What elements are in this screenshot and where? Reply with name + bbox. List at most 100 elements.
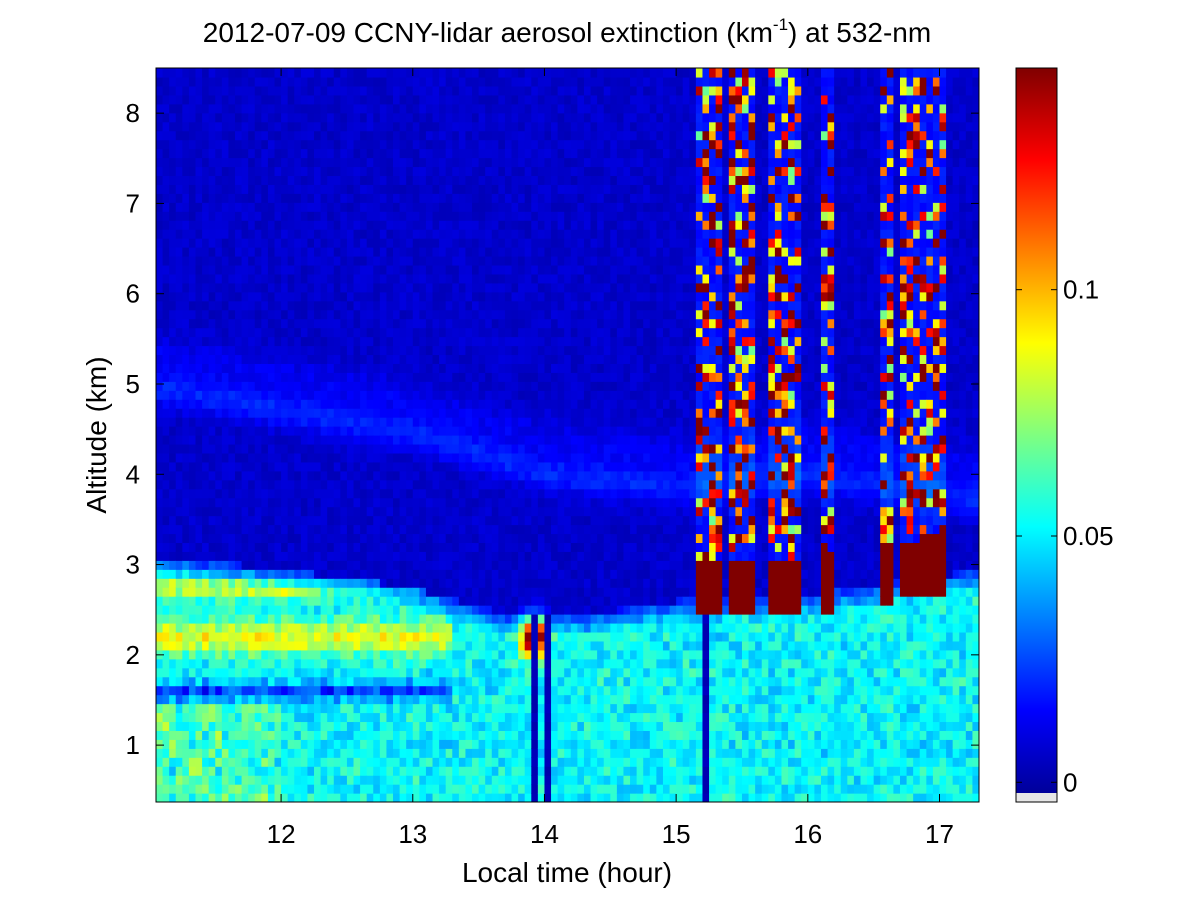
heatmap-cell <box>432 157 440 168</box>
heatmap-cell <box>267 452 276 463</box>
heatmap-cell <box>267 417 276 427</box>
heatmap-cell <box>175 506 183 517</box>
heatmap-cell <box>445 578 453 588</box>
heatmap-cell <box>472 506 480 517</box>
heatmap-cell <box>294 560 302 570</box>
heatmap-cell <box>412 614 420 624</box>
heatmap-cell <box>439 121 447 132</box>
heatmap-cell <box>281 488 289 499</box>
heatmap-cell <box>281 578 289 588</box>
heatmap-cell <box>208 524 216 535</box>
heatmap-cell <box>360 336 368 347</box>
heatmap-cell <box>162 309 170 320</box>
heatmap-cell <box>235 784 243 794</box>
heatmap-cell <box>419 649 427 660</box>
heatmap-cell <box>445 282 453 293</box>
heatmap-cell <box>241 94 249 105</box>
heatmap-cell <box>478 793 486 802</box>
heatmap-cell <box>235 300 243 311</box>
heatmap-cell <box>432 112 440 123</box>
heatmap-cell <box>524 533 532 544</box>
heatmap-cell <box>373 614 381 624</box>
heatmap-cell <box>248 560 256 570</box>
heatmap-cell <box>300 488 309 499</box>
heatmap-cell <box>393 372 401 382</box>
heatmap-cell <box>254 291 262 302</box>
heatmap-cell <box>169 85 177 96</box>
heatmap-cell <box>386 417 394 427</box>
heatmap-cell <box>498 94 506 105</box>
heatmap-cell <box>531 130 539 141</box>
heatmap-cell <box>346 488 355 499</box>
heatmap-cell <box>287 587 295 597</box>
heatmap-cell <box>478 175 486 185</box>
heatmap-cell <box>188 184 197 194</box>
heatmap-cell <box>465 614 473 624</box>
heatmap-cell <box>511 775 519 785</box>
heatmap-cell <box>465 622 473 633</box>
heatmap-cell <box>340 596 348 606</box>
heatmap-cell <box>182 649 190 660</box>
heatmap-cell <box>208 255 216 266</box>
heatmap-cell <box>360 578 368 588</box>
heatmap-cell <box>202 229 210 239</box>
heatmap-cell <box>169 426 177 436</box>
heatmap-cell <box>445 229 453 239</box>
heatmap-cell <box>287 139 295 150</box>
heatmap-cell <box>307 596 315 606</box>
heatmap-cell <box>156 694 164 705</box>
heatmap-cell <box>274 748 282 758</box>
heatmap-cell <box>346 300 355 311</box>
heatmap-cell <box>314 229 322 239</box>
heatmap-cell <box>412 703 420 714</box>
heatmap-cell <box>333 426 341 436</box>
heatmap-cell <box>162 372 170 382</box>
heatmap-cell <box>425 318 434 329</box>
heatmap-cell <box>524 426 532 436</box>
heatmap-cell <box>373 497 381 508</box>
heatmap-cell <box>261 300 269 311</box>
heatmap-cell <box>524 596 532 606</box>
heatmap-cell <box>254 381 262 391</box>
heatmap-cell <box>386 649 394 660</box>
heatmap-cell <box>346 238 355 248</box>
heatmap-cell <box>353 452 361 463</box>
heatmap-cell <box>353 426 361 436</box>
heatmap-cell <box>452 542 460 552</box>
heatmap-cell <box>346 443 355 454</box>
heatmap-cell <box>202 605 210 615</box>
heatmap-cell <box>399 76 407 87</box>
heatmap-cell <box>241 560 249 570</box>
heatmap-cell <box>465 757 473 767</box>
heatmap-cell <box>267 381 276 391</box>
heatmap-cell <box>248 685 256 696</box>
heatmap-cell <box>307 408 315 418</box>
heatmap-cell <box>360 757 368 767</box>
heatmap-cell <box>307 614 315 624</box>
heatmap-cell <box>412 291 420 302</box>
heatmap-cell <box>162 542 170 552</box>
heatmap-cell <box>274 175 282 185</box>
heatmap-cell <box>287 112 295 123</box>
heatmap-cell <box>425 614 434 624</box>
heatmap-cell <box>366 291 374 302</box>
heatmap-cell <box>544 417 552 427</box>
heatmap-cell <box>518 587 526 597</box>
heatmap-cell <box>254 211 262 221</box>
heatmap-cell <box>386 166 394 177</box>
heatmap-cell <box>333 381 341 391</box>
heatmap-cell <box>518 354 526 364</box>
heatmap-cell <box>333 291 341 302</box>
heatmap-cell <box>551 515 559 526</box>
heatmap-cell <box>188 327 197 338</box>
heatmap-cell <box>320 506 328 517</box>
heatmap-cell <box>366 596 374 606</box>
heatmap-cell <box>228 354 236 364</box>
heatmap-cell <box>156 273 164 284</box>
heatmap-cell <box>478 247 486 257</box>
heatmap-cell <box>504 309 513 320</box>
heatmap-cell <box>195 596 203 606</box>
heatmap-cell <box>281 443 289 454</box>
heatmap-cell <box>162 300 170 311</box>
heatmap-cell <box>221 255 230 266</box>
